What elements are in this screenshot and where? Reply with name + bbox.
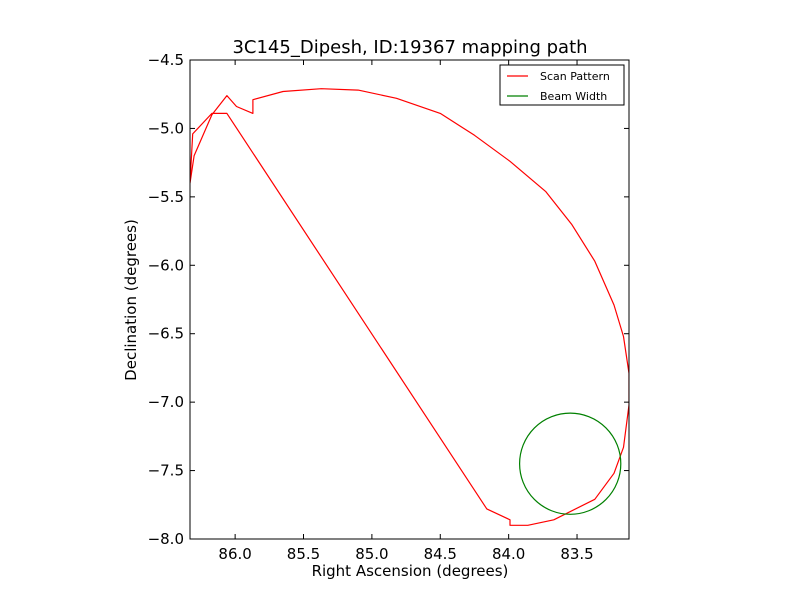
y-tick-label: −5.0 — [148, 119, 184, 137]
x-tick-label: 85.0 — [355, 545, 388, 563]
plot-frame — [189, 59, 630, 540]
y-tick-label: −4.5 — [148, 51, 184, 69]
legend-label-beam-width: Beam Width — [540, 90, 607, 103]
y-tick-label: −7.0 — [148, 393, 184, 411]
x-tick-label: 86.0 — [218, 545, 251, 563]
y-tick-label: −6.5 — [148, 325, 184, 343]
y-tick-label: −7.5 — [148, 462, 184, 480]
x-axis-ticks: 86.0 85.5 85.0 84.5 84.0 83.5 — [218, 60, 594, 563]
legend-label-scan-pattern: Scan Pattern — [540, 70, 610, 83]
y-axis-label: Declination (degrees) — [122, 219, 140, 381]
y-tick-label: −6.0 — [148, 256, 184, 274]
x-tick-label: 84.5 — [424, 545, 457, 563]
y-tick-label: −5.5 — [148, 188, 184, 206]
legend: Scan Pattern Beam Width — [499, 64, 625, 106]
x-tick-label: 85.5 — [287, 545, 320, 563]
chart-title: 3C145_Dipesh, ID:19367 mapping path — [232, 37, 587, 58]
legend-box — [499, 64, 625, 106]
y-axis-ticks: −4.5 −5.0 −5.5 −6.0 −6.5 −7.0 −7.5 −8.0 — [148, 51, 629, 548]
x-tick-label: 83.5 — [560, 545, 593, 563]
scan-pattern-line — [190, 88, 629, 526]
beam-width-circle — [519, 412, 622, 515]
x-axis-label: Right Ascension (degrees) — [312, 562, 509, 580]
y-tick-label: −8.0 — [148, 530, 184, 548]
x-tick-label: 84.0 — [492, 545, 525, 563]
plot-series-layer — [190, 88, 629, 526]
